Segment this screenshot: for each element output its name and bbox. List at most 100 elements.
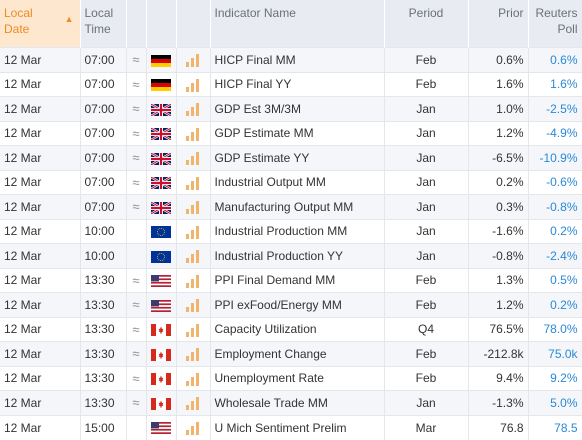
table-row[interactable]: 12 Mar 13:30 ≈ PPI exFood/Energy MM Feb …	[0, 292, 582, 317]
cell-importance	[176, 218, 211, 244]
cell-country	[146, 47, 177, 72]
header-label-line: Local	[84, 6, 114, 20]
table-row[interactable]: 12 Mar 07:00 ≈ HICP Final MM Feb 0.6% 0.…	[0, 47, 582, 72]
cell-period: Jan	[384, 243, 469, 268]
cell-date: 12 Mar	[0, 243, 81, 268]
importance-bars-icon	[185, 298, 201, 313]
table-row[interactable]: 12 Mar 07:00 ≈ GDP Estimate YY Jan -6.5%…	[0, 145, 582, 170]
cell-country	[146, 243, 177, 268]
cell-indicator-name[interactable]: PPI Final Demand MM	[210, 267, 385, 293]
cell-indicator-name[interactable]: GDP Est 3M/3M	[210, 96, 385, 121]
cell-period: Feb	[384, 292, 469, 317]
table-row[interactable]: 12 Mar 13:30 ≈ PPI Final Demand MM Feb 1…	[0, 267, 582, 293]
cell-reuters-poll: -0.8%	[528, 194, 582, 219]
volatility-icon: ≈	[126, 267, 147, 293]
cell-date: 12 Mar	[0, 47, 81, 72]
header-label-line: Reuters	[535, 6, 578, 20]
cell-period: Jan	[384, 145, 469, 170]
table-row[interactable]: 12 Mar 13:30 ≈ Wholesale Trade MM Jan -1…	[0, 390, 582, 415]
cell-time: 07:00	[80, 71, 127, 97]
cell-indicator-name[interactable]: PPI exFood/Energy MM	[210, 292, 385, 317]
column-header-local-date[interactable]: Local Date ▲	[0, 0, 81, 48]
cell-time: 10:00	[80, 243, 127, 268]
column-header-period[interactable]: Period	[384, 0, 469, 48]
header-label-line: Local	[4, 6, 33, 20]
table-row[interactable]: 12 Mar 07:00 ≈ Industrial Output MM Jan …	[0, 169, 582, 195]
cell-indicator-name[interactable]: GDP Estimate YY	[210, 145, 385, 170]
cell-indicator-name[interactable]: HICP Final MM	[210, 47, 385, 72]
column-header-indicator[interactable]: Indicator Name	[210, 0, 385, 48]
cell-period: Q4	[384, 316, 469, 342]
cell-reuters-poll: -4.9%	[528, 120, 582, 146]
volatility-icon: ≈	[126, 316, 147, 342]
importance-bars-icon	[185, 274, 201, 288]
flag-gb-icon	[151, 177, 171, 190]
cell-indicator-name[interactable]: Employment Change	[210, 341, 385, 366]
flag-gb-icon	[151, 103, 171, 116]
volatility-icon: ≈	[126, 145, 147, 170]
column-header-local-time[interactable]: Local Time	[80, 0, 127, 48]
table-row[interactable]: 12 Mar 13:30 ≈ Capacity Utilization Q4 7…	[0, 316, 582, 342]
cell-indicator-name[interactable]: Wholesale Trade MM	[210, 390, 385, 415]
table-row[interactable]: 12 Mar 07:00 ≈ GDP Est 3M/3M Jan 1.0% -2…	[0, 96, 582, 121]
cell-importance	[176, 365, 211, 391]
cell-indicator-name[interactable]: Unemployment Rate	[210, 365, 385, 391]
cell-date: 12 Mar	[0, 71, 81, 97]
table-row[interactable]: 12 Mar 07:00 ≈ HICP Final YY Feb 1.6% 1.…	[0, 71, 582, 97]
cell-period: Feb	[384, 71, 469, 97]
header-label-line: Indicator Name	[214, 6, 296, 20]
cell-prior: 76.8	[468, 414, 529, 440]
cell-time: 13:30	[80, 267, 127, 293]
table-row[interactable]: 12 Mar 15:00 U Mich Sentiment Prelim Mar…	[0, 414, 582, 440]
cell-reuters-poll: -2.5%	[528, 96, 582, 121]
volatility-icon: ≈	[126, 120, 147, 146]
volatility-icon	[126, 243, 147, 268]
cell-reuters-poll: 1.6%	[528, 71, 582, 97]
cell-importance	[176, 96, 211, 121]
volatility-icon	[126, 414, 147, 440]
cell-indicator-name[interactable]: GDP Estimate MM	[210, 120, 385, 146]
column-header-reuters-poll[interactable]: Reuters Poll	[528, 0, 582, 48]
volatility-icon: ≈	[126, 194, 147, 219]
table-row[interactable]: 12 Mar 13:30 ≈ Employment Change Feb -21…	[0, 341, 582, 366]
cell-indicator-name[interactable]: HICP Final YY	[210, 71, 385, 97]
header-label-line: Time	[84, 22, 111, 36]
volatility-icon: ≈	[126, 292, 147, 317]
cell-indicator-name[interactable]: Industrial Production YY	[210, 243, 385, 268]
cell-period: Mar	[384, 414, 469, 440]
column-header-prior[interactable]: Prior	[468, 0, 529, 48]
cell-period: Jan	[384, 194, 469, 219]
cell-importance	[176, 390, 211, 415]
cell-prior: 1.2%	[468, 292, 529, 317]
cell-importance	[176, 316, 211, 342]
cell-importance	[176, 169, 211, 195]
flag-gb-icon	[151, 201, 171, 214]
cell-period: Jan	[384, 96, 469, 121]
importance-bars-icon	[185, 323, 201, 337]
table-row[interactable]: 12 Mar 07:00 ≈ Manufacturing Output MM J…	[0, 194, 582, 219]
cell-indicator-name[interactable]: U Mich Sentiment Prelim	[210, 414, 385, 440]
cell-period: Feb	[384, 47, 469, 72]
volatility-icon: ≈	[126, 71, 147, 97]
cell-country	[146, 169, 177, 195]
importance-bars-icon	[185, 225, 201, 239]
cell-indicator-name[interactable]: Industrial Production MM	[210, 218, 385, 244]
table-row[interactable]: 12 Mar 07:00 ≈ GDP Estimate MM Jan 1.2% …	[0, 120, 582, 146]
cell-country	[146, 218, 177, 244]
table-row[interactable]: 12 Mar 10:00 Industrial Production MM Ja…	[0, 218, 582, 244]
volatility-icon: ≈	[126, 96, 147, 121]
cell-reuters-poll: 0.5%	[528, 267, 582, 293]
table-row[interactable]: 12 Mar 13:30 ≈ Unemployment Rate Feb 9.4…	[0, 365, 582, 391]
cell-importance	[176, 145, 211, 170]
importance-bars-icon	[185, 127, 201, 141]
table-row[interactable]: 12 Mar 10:00 Industrial Production YY Ja…	[0, 243, 582, 268]
cell-date: 12 Mar	[0, 365, 81, 391]
cell-indicator-name[interactable]: Industrial Output MM	[210, 169, 385, 195]
cell-country	[146, 194, 177, 219]
triangle-up-icon: ▲	[64, 14, 74, 24]
cell-indicator-name[interactable]: Capacity Utilization	[210, 316, 385, 342]
cell-period: Feb	[384, 365, 469, 391]
cell-indicator-name[interactable]: Manufacturing Output MM	[210, 194, 385, 219]
cell-prior: -6.5%	[468, 145, 529, 170]
